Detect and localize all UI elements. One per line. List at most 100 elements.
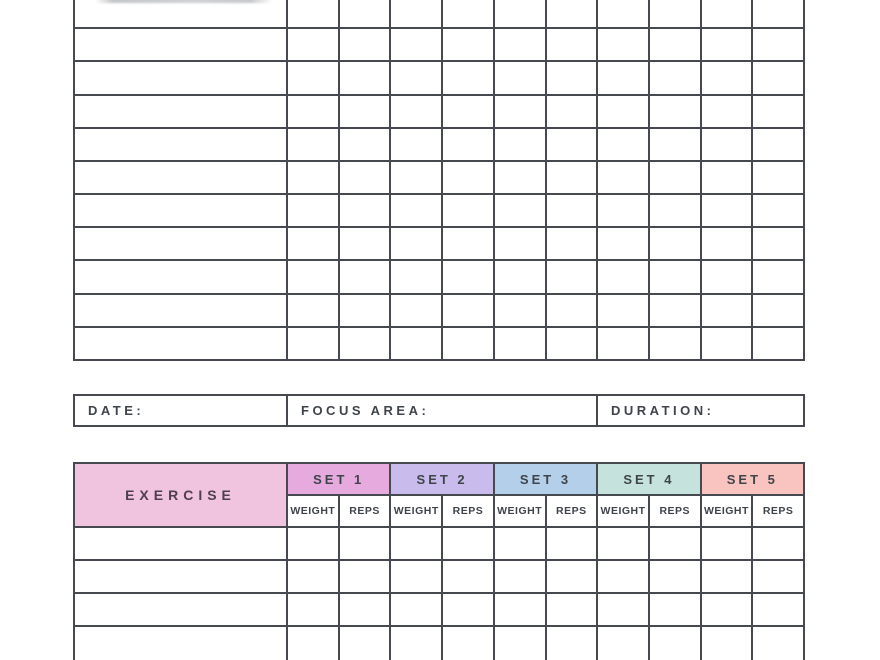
tracking-grid-cell[interactable] bbox=[598, 161, 648, 194]
set-entry-cell[interactable] bbox=[494, 561, 545, 592]
tracking-grid-cell[interactable] bbox=[391, 29, 442, 61]
tracking-grid-cell[interactable] bbox=[391, 261, 442, 293]
tracking-grid-cell[interactable] bbox=[701, 128, 752, 160]
tracking-grid-cell[interactable] bbox=[288, 327, 338, 359]
set-entry-cell[interactable] bbox=[288, 528, 338, 559]
tracking-grid-cell[interactable] bbox=[598, 195, 648, 227]
tracking-grid-cell[interactable] bbox=[443, 95, 493, 127]
tracking-grid-cell[interactable] bbox=[546, 29, 597, 61]
tracking-grid-cell[interactable] bbox=[649, 128, 700, 160]
tracking-grid-cell[interactable] bbox=[494, 261, 545, 293]
tracking-grid-cell[interactable] bbox=[391, 62, 442, 94]
exercise-name-cell[interactable] bbox=[75, 627, 286, 660]
exercise-name-cell[interactable] bbox=[75, 594, 286, 625]
set-entry-cell[interactable] bbox=[649, 561, 700, 592]
date-field[interactable]: DATE: bbox=[75, 396, 286, 425]
tracking-grid-cell[interactable] bbox=[701, 261, 752, 293]
tracking-grid-cell[interactable] bbox=[753, 161, 803, 194]
tracking-grid-cell[interactable] bbox=[494, 195, 545, 227]
tracking-grid-cell[interactable] bbox=[701, 228, 752, 260]
tracking-grid-cell[interactable] bbox=[288, 294, 338, 326]
tracking-grid-exercise-cell[interactable] bbox=[75, 261, 286, 293]
tracking-grid-exercise-cell[interactable] bbox=[75, 29, 286, 61]
tracking-grid-cell[interactable] bbox=[443, 29, 493, 61]
tracking-grid-exercise-cell[interactable] bbox=[75, 128, 286, 160]
tracking-grid-cell[interactable] bbox=[494, 0, 545, 28]
tracking-grid-cell[interactable] bbox=[546, 62, 597, 94]
tracking-grid-cell[interactable] bbox=[443, 195, 493, 227]
set-entry-cell[interactable] bbox=[598, 594, 648, 625]
tracking-grid-cell[interactable] bbox=[339, 294, 390, 326]
focus-area-field[interactable]: FOCUS AREA: bbox=[288, 396, 596, 425]
tracking-grid-cell[interactable] bbox=[443, 62, 493, 94]
tracking-grid-cell[interactable] bbox=[701, 327, 752, 359]
tracking-grid-cell[interactable] bbox=[339, 62, 390, 94]
set-entry-cell[interactable] bbox=[391, 528, 442, 559]
tracking-grid-exercise-cell[interactable] bbox=[75, 62, 286, 94]
tracking-grid-cell[interactable] bbox=[288, 228, 338, 260]
tracking-grid-cell[interactable] bbox=[598, 228, 648, 260]
set-entry-cell[interactable] bbox=[546, 528, 597, 559]
tracking-grid-cell[interactable] bbox=[546, 327, 597, 359]
tracking-grid-cell[interactable] bbox=[753, 62, 803, 94]
tracking-grid-cell[interactable] bbox=[598, 29, 648, 61]
duration-field[interactable]: DURATION: bbox=[598, 396, 803, 425]
tracking-grid-cell[interactable] bbox=[443, 261, 493, 293]
set-entry-cell[interactable] bbox=[288, 627, 338, 660]
set-entry-cell[interactable] bbox=[443, 528, 493, 559]
tracking-grid-exercise-cell[interactable] bbox=[75, 228, 286, 260]
tracking-grid-cell[interactable] bbox=[391, 294, 442, 326]
tracking-grid-cell[interactable] bbox=[339, 29, 390, 61]
tracking-grid-cell[interactable] bbox=[443, 327, 493, 359]
tracking-grid-cell[interactable] bbox=[649, 294, 700, 326]
tracking-grid-cell[interactable] bbox=[546, 195, 597, 227]
tracking-grid-cell[interactable] bbox=[701, 95, 752, 127]
set-entry-cell[interactable] bbox=[753, 627, 803, 660]
tracking-grid-cell[interactable] bbox=[753, 128, 803, 160]
set-entry-cell[interactable] bbox=[391, 594, 442, 625]
set-entry-cell[interactable] bbox=[288, 561, 338, 592]
tracking-grid-cell[interactable] bbox=[649, 0, 700, 28]
tracking-grid-exercise-cell[interactable] bbox=[75, 0, 286, 28]
tracking-grid-cell[interactable] bbox=[753, 0, 803, 28]
tracking-grid-cell[interactable] bbox=[288, 261, 338, 293]
tracking-grid-cell[interactable] bbox=[339, 161, 390, 194]
tracking-grid-cell[interactable] bbox=[443, 228, 493, 260]
tracking-grid-cell[interactable] bbox=[598, 95, 648, 127]
tracking-grid-cell[interactable] bbox=[288, 161, 338, 194]
tracking-grid-cell[interactable] bbox=[598, 128, 648, 160]
tracking-grid-cell[interactable] bbox=[443, 128, 493, 160]
set-entry-cell[interactable] bbox=[701, 528, 752, 559]
tracking-grid-cell[interactable] bbox=[649, 195, 700, 227]
tracking-grid-cell[interactable] bbox=[649, 327, 700, 359]
tracking-grid-cell[interactable] bbox=[649, 62, 700, 94]
set-entry-cell[interactable] bbox=[701, 594, 752, 625]
set-entry-cell[interactable] bbox=[546, 561, 597, 592]
set-entry-cell[interactable] bbox=[649, 627, 700, 660]
tracking-grid-cell[interactable] bbox=[546, 161, 597, 194]
exercise-name-cell[interactable] bbox=[75, 528, 286, 559]
tracking-grid-cell[interactable] bbox=[288, 29, 338, 61]
tracking-grid-cell[interactable] bbox=[701, 161, 752, 194]
tracking-grid-cell[interactable] bbox=[598, 294, 648, 326]
tracking-grid-cell[interactable] bbox=[753, 327, 803, 359]
set-entry-cell[interactable] bbox=[339, 561, 390, 592]
set-entry-cell[interactable] bbox=[391, 561, 442, 592]
set-entry-cell[interactable] bbox=[546, 594, 597, 625]
set-entry-cell[interactable] bbox=[443, 594, 493, 625]
tracking-grid-cell[interactable] bbox=[494, 228, 545, 260]
set-entry-cell[interactable] bbox=[494, 528, 545, 559]
set-entry-cell[interactable] bbox=[649, 594, 700, 625]
set-entry-cell[interactable] bbox=[391, 627, 442, 660]
tracking-grid-cell[interactable] bbox=[339, 327, 390, 359]
tracking-grid-cell[interactable] bbox=[494, 62, 545, 94]
set-entry-cell[interactable] bbox=[598, 528, 648, 559]
tracking-grid-cell[interactable] bbox=[753, 29, 803, 61]
tracking-grid-cell[interactable] bbox=[598, 0, 648, 28]
set-entry-cell[interactable] bbox=[443, 627, 493, 660]
tracking-grid-cell[interactable] bbox=[701, 29, 752, 61]
tracking-grid-cell[interactable] bbox=[391, 327, 442, 359]
tracking-grid-exercise-cell[interactable] bbox=[75, 195, 286, 227]
tracking-grid-cell[interactable] bbox=[649, 95, 700, 127]
tracking-grid-cell[interactable] bbox=[391, 95, 442, 127]
